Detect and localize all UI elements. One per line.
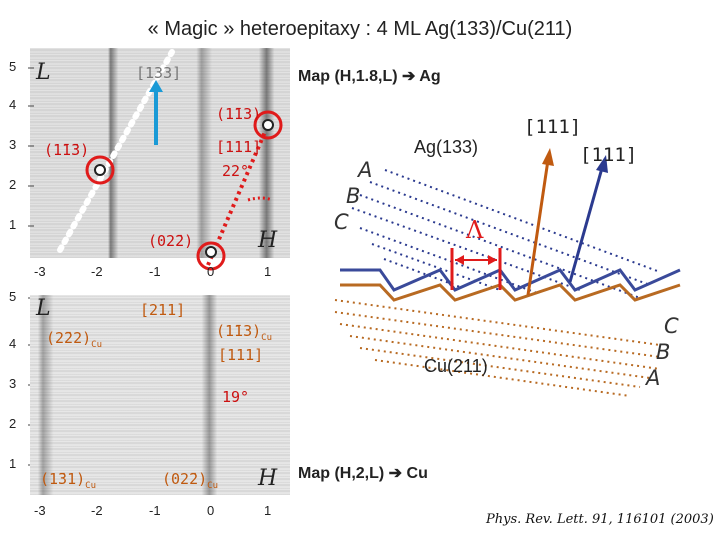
bottom-label-131-text: (1̄31) (40, 470, 86, 488)
bottom-label-022-text: (02̄2) (162, 470, 208, 488)
bottom-label-222-sub: Cu (91, 340, 102, 350)
bottom-label-113-text: (1̄13) (216, 322, 262, 340)
top-x-tick-0: 0 (207, 264, 215, 279)
top-x-tick-m1: -1 (149, 264, 161, 279)
bottom-y-tick-1: 1 (9, 456, 17, 471)
blue-111-arrow (568, 167, 604, 283)
top-x-tick-m2: -2 (91, 264, 103, 279)
top-red-dotted-111 (206, 124, 270, 266)
top-red-circle-1-13 (85, 155, 115, 185)
ag-layer-c: C (334, 210, 349, 234)
top-x-tick-1: 1 (264, 264, 272, 279)
top-y-tick-2: 2 (9, 177, 17, 192)
ag-layer-b: B (346, 184, 361, 208)
top-axis-h: H (258, 228, 278, 253)
top-axis-l: L (36, 60, 51, 85)
cu-lattice-lines (334, 299, 661, 397)
bottom-label-211: [211] (140, 301, 186, 319)
top-y-tick-1: 1 (9, 217, 17, 232)
top-label-1-13: (1̄1̄3) (44, 141, 90, 159)
top-y-tick-4: 4 (9, 97, 17, 112)
orange-111-arrow (526, 159, 550, 296)
cu-layer-c: C (664, 314, 679, 338)
bottom-label-131: (1̄31)Cu (40, 470, 96, 491)
top-label-113: (1̄13) (216, 105, 262, 123)
top-map-label: Map (H,1.8,L) (298, 68, 398, 85)
bottom-label-131-sub: Cu (85, 481, 96, 491)
top-angle-arc (247, 196, 273, 202)
top-red-circle-113 (253, 110, 283, 140)
bottom-y-tick-2: 2 (9, 416, 17, 431)
top-red-circle-022 (196, 241, 226, 271)
bottom-x-tick-1: 1 (264, 503, 272, 518)
top-x-tick-m3: -3 (34, 264, 46, 279)
top-map-target: Ag (419, 68, 441, 85)
bottom-y-tick-5: 5 (9, 289, 17, 304)
bottom-y-tick-4: 4 (9, 336, 17, 351)
bottom-map-caption: Map (H,2,L) ➔ Cu (298, 463, 428, 483)
bottom-label-022: (02̄2)Cu (162, 470, 218, 491)
bottom-x-tick-0: 0 (207, 503, 215, 518)
bottom-x-tick-m1: -1 (149, 503, 161, 518)
bottom-x-tick-m3: -3 (34, 503, 46, 518)
slide-title: « Magic » heteroepitaxy : 4 ML Ag(133)/C… (147, 18, 573, 40)
ag-lattice-lines (351, 169, 661, 299)
ag-label: Ag(133) (414, 137, 479, 157)
bottom-label-angle: 19° (222, 388, 250, 406)
bottom-map-target: Cu (406, 465, 428, 482)
bottom-axis-h: H (258, 466, 278, 491)
bottom-label-113-sub: Cu (261, 333, 272, 343)
top-label-133: [133] (136, 64, 182, 82)
bottom-label-022-sub: Cu (207, 481, 218, 491)
cu-step-profile (340, 283, 681, 302)
top-y-tick-5: 5 (9, 59, 17, 74)
lambda-label: Λ (466, 216, 484, 244)
top-label-022: (02̄2) (148, 232, 194, 250)
bottom-label-113: (1̄13)Cu (216, 322, 272, 343)
bottom-map-label: Map (H,2,L) (298, 465, 385, 482)
bottom-label-222: (2̄22)Cu (46, 329, 102, 350)
ag-step-profile (340, 268, 681, 292)
bottom-y-tick-3: 3 (9, 376, 17, 391)
bottom-label-111: [111] (218, 346, 264, 364)
right-arrow-icon: ➔ (402, 68, 420, 85)
top-map-caption: Map (H,1.8,L) ➔ Ag (298, 66, 441, 86)
top-y-tick-3: 3 (9, 137, 17, 152)
top-label-111: [111] (216, 138, 262, 156)
right-arrow-icon: ➔ (388, 465, 407, 482)
bottom-reciprocal-map (30, 295, 290, 495)
bottom-axis-l: L (36, 296, 51, 321)
bottom-label-222-text: (2̄22) (46, 329, 92, 347)
cu-layer-a: A (646, 366, 661, 390)
bottom-x-tick-m2: -2 (91, 503, 103, 518)
cu-layer-b: B (656, 340, 671, 364)
top-label-angle: 22° (222, 162, 250, 180)
cu-label: Cu(211) (424, 356, 488, 376)
blue-111-label: [111] (580, 144, 638, 166)
ag-layer-a: A (358, 158, 373, 182)
orange-111-label: [111] (524, 116, 582, 138)
reference-citation: Phys. Rev. Lett. 91, 116101 (2003) (486, 512, 714, 527)
